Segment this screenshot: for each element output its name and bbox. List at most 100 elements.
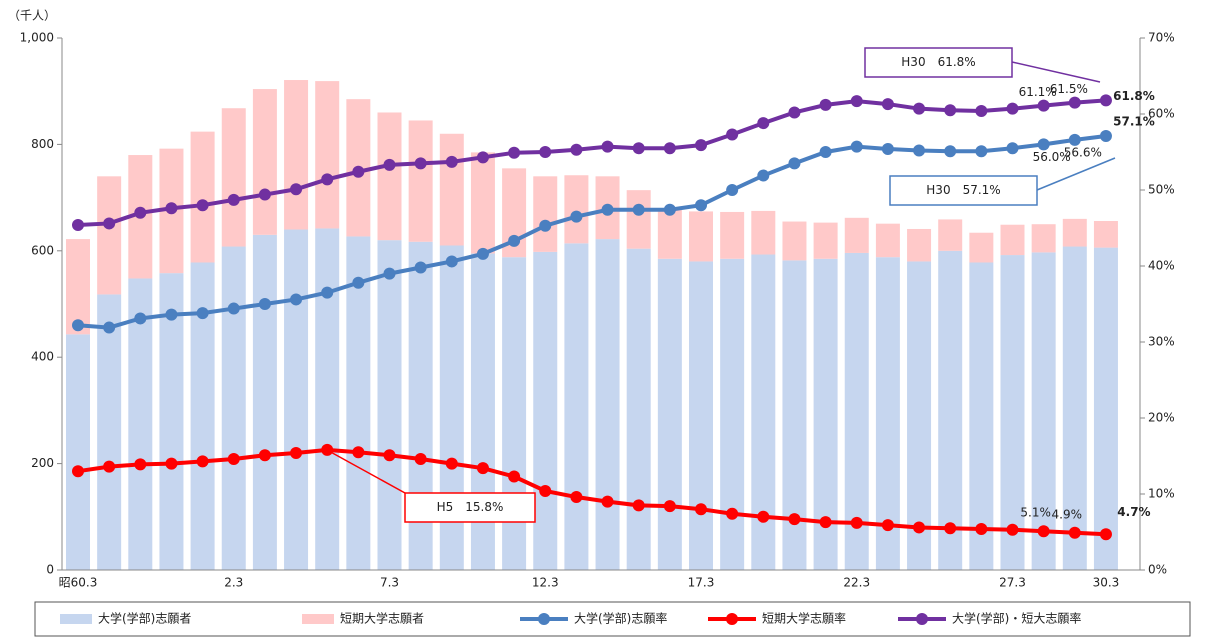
bar [190, 131, 215, 263]
x-tick-label: 27.3 [999, 576, 1026, 590]
y-tick-label: 1,000 [20, 31, 54, 45]
bar [1062, 246, 1087, 570]
line-point [788, 513, 801, 526]
line-point [601, 495, 614, 508]
bar [907, 228, 932, 262]
line-point [352, 165, 365, 178]
x-tick-label: 30.3 [1093, 576, 1120, 590]
line-point [196, 199, 209, 212]
bar [159, 273, 184, 570]
line-point [383, 267, 396, 280]
y2-tick-label: 60% [1148, 107, 1175, 121]
line-point [290, 446, 303, 459]
bar [97, 176, 122, 295]
bar [907, 261, 932, 570]
line-point [352, 446, 365, 459]
legend-marker [726, 613, 738, 625]
legend-label: 大学(学部)・短大志願率 [952, 611, 1081, 626]
y2-tick-label: 40% [1148, 259, 1175, 273]
line-point [414, 261, 427, 274]
line-point [1006, 523, 1019, 536]
bar [720, 258, 745, 570]
line-point [695, 503, 707, 516]
line [77, 447, 1107, 537]
bar [128, 278, 153, 570]
line-point [570, 491, 583, 504]
bar [470, 152, 495, 254]
bar [1093, 247, 1118, 570]
line-point [1006, 142, 1019, 155]
line-point [290, 183, 303, 196]
line-point [227, 193, 240, 206]
bar [1000, 224, 1025, 256]
callout-leader [1011, 61, 1101, 83]
line-point [695, 199, 707, 212]
line-point [913, 102, 926, 115]
line-point [1068, 96, 1081, 109]
line-point [196, 455, 209, 468]
callout-text: H30 57.1% [926, 183, 1000, 197]
line-point [632, 142, 645, 155]
line-point [227, 302, 240, 315]
line-point [913, 521, 926, 534]
data-label: 56.0% [1033, 150, 1071, 164]
x-tick-label: 7.3 [380, 576, 399, 590]
line-point [663, 500, 676, 513]
line-point [258, 449, 271, 462]
legend-marker [916, 613, 928, 625]
y-axis-title: （千人） [8, 9, 56, 23]
y2-tick-label: 10% [1148, 487, 1175, 501]
legend-label: 大学(学部)志願者 [98, 611, 191, 626]
data-label: 4.7% [1117, 505, 1150, 519]
line-point [165, 457, 178, 470]
line-point [726, 507, 739, 520]
x-tick-label: 12.3 [532, 576, 559, 590]
legend-label: 短期大学志願率 [762, 611, 846, 626]
line-point [881, 142, 894, 155]
line-point [788, 106, 801, 119]
line-point [663, 203, 676, 216]
line-point [134, 312, 147, 325]
x-tick-label: 2.3 [224, 576, 243, 590]
data-label: 61.5% [1050, 82, 1088, 96]
bar [969, 232, 994, 263]
bar [626, 190, 651, 249]
line-point [290, 293, 303, 306]
line-point [258, 188, 271, 201]
x-tick-label: 昭60.3 [59, 576, 98, 590]
bar [408, 120, 433, 242]
line-point [819, 98, 832, 111]
y-tick-label: 0 [46, 563, 54, 577]
bar [938, 219, 963, 251]
line-point [103, 321, 116, 334]
line-point [881, 98, 894, 111]
line-point [383, 449, 396, 462]
line-point [1099, 94, 1112, 107]
legend-marker [538, 613, 550, 625]
line-point [165, 308, 178, 321]
bar [502, 257, 527, 570]
x-tick-label: 22.3 [843, 576, 870, 590]
y-tick-label: 400 [31, 350, 54, 364]
bar [66, 334, 90, 570]
line-point [1037, 99, 1050, 112]
bar [1031, 252, 1056, 570]
line-point [881, 519, 894, 532]
callout-box [889, 175, 1038, 206]
line-point [913, 144, 926, 157]
line-point [757, 510, 770, 523]
line-point [414, 157, 427, 170]
line-point [508, 234, 521, 247]
bar [66, 239, 90, 335]
line-point [570, 143, 583, 156]
line-point [539, 146, 552, 158]
bar [1093, 221, 1118, 248]
line-point [1068, 133, 1081, 146]
line-point [944, 104, 957, 117]
bar [844, 217, 869, 253]
line-point [850, 516, 863, 529]
line-point [196, 307, 209, 320]
bar [315, 228, 340, 570]
line [77, 98, 1107, 227]
data-label: 56.6% [1064, 145, 1102, 159]
